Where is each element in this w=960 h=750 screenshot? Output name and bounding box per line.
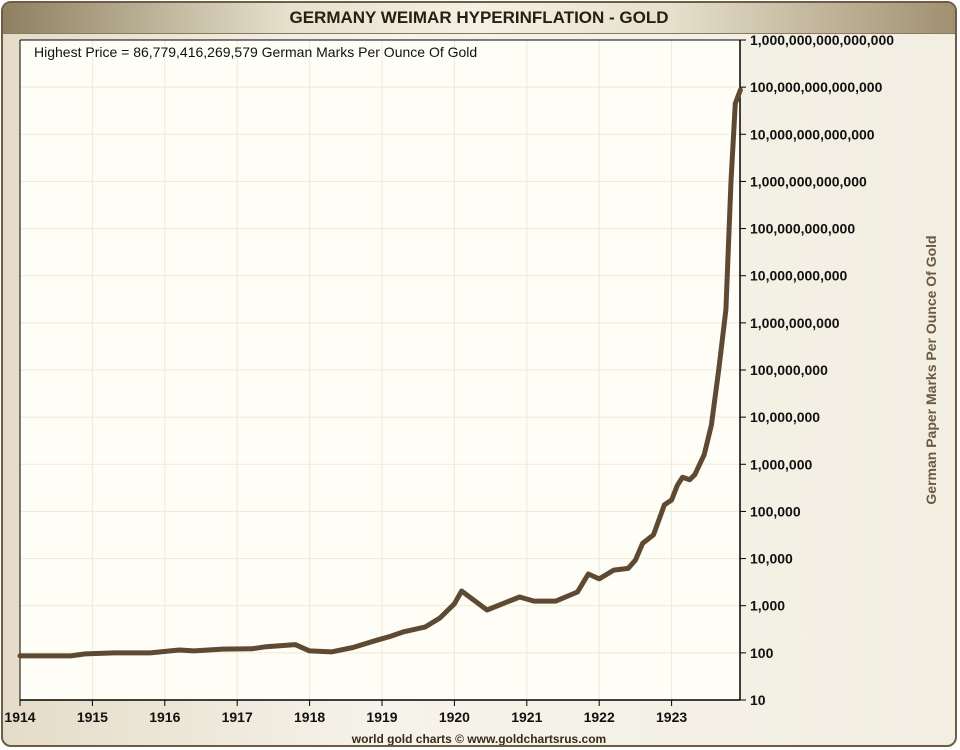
price-line — [17, 87, 743, 659]
y-tick-label: 100,000,000 — [750, 362, 828, 378]
y-tick-label: 1,000 — [750, 598, 785, 614]
footer-credit: world gold charts © www.goldchartsrus.co… — [351, 732, 607, 746]
y-tick-label: 10,000,000,000 — [750, 268, 848, 284]
x-tick-label: 1920 — [439, 709, 470, 725]
chart-title: GERMANY WEIMAR HYPERINFLATION - GOLD — [3, 3, 955, 34]
x-tick-label: 1921 — [511, 709, 542, 725]
y-tick-label: 1,000,000,000 — [750, 315, 840, 331]
x-tick-label: 1914 — [4, 709, 35, 725]
highest-price-annotation: Highest Price = 86,779,416,269,579 Germa… — [34, 44, 477, 60]
x-tick-label: 1922 — [584, 709, 615, 725]
y-axis-label: German Paper Marks Per Ounce Of Gold — [923, 235, 939, 504]
y-tick-label: 100,000,000,000 — [750, 221, 855, 237]
x-tick-label: 1919 — [366, 709, 397, 725]
y-tick-label: 100,000 — [750, 503, 801, 519]
y-tick-label: 10,000,000,000,000 — [750, 126, 875, 142]
x-tick-label: 1923 — [656, 709, 687, 725]
y-tick-label: 10,000 — [750, 551, 793, 567]
x-tick-label: 1918 — [294, 709, 325, 725]
y-tick-label: 100 — [750, 645, 774, 661]
y-tick-label: 1,000,000,000,000 — [750, 173, 867, 189]
x-tick-label: 1917 — [222, 709, 253, 725]
y-tick-label: 1,000,000 — [750, 456, 812, 472]
y-tick-label: 100,000,000,000,000 — [750, 79, 883, 95]
y-tick-label: 1,000,000,000,000,000 — [750, 32, 894, 48]
x-tick-label: 1915 — [77, 709, 108, 725]
y-tick-label: 10 — [750, 692, 766, 708]
y-tick-label: 10,000,000 — [750, 409, 820, 425]
x-tick-label: 1916 — [149, 709, 180, 725]
